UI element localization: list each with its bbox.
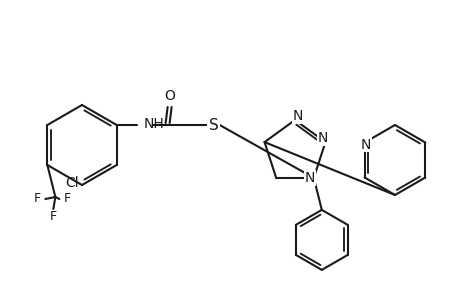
- Text: NH: NH: [143, 117, 164, 131]
- Text: O: O: [164, 89, 175, 103]
- Text: N: N: [304, 171, 314, 185]
- Text: F: F: [64, 193, 71, 206]
- Text: N: N: [317, 131, 327, 145]
- Text: F: F: [50, 211, 57, 224]
- Text: F: F: [34, 193, 41, 206]
- Text: Cl: Cl: [65, 176, 79, 190]
- Text: S: S: [208, 118, 218, 133]
- Text: N: N: [360, 137, 370, 152]
- Text: N: N: [292, 109, 302, 123]
